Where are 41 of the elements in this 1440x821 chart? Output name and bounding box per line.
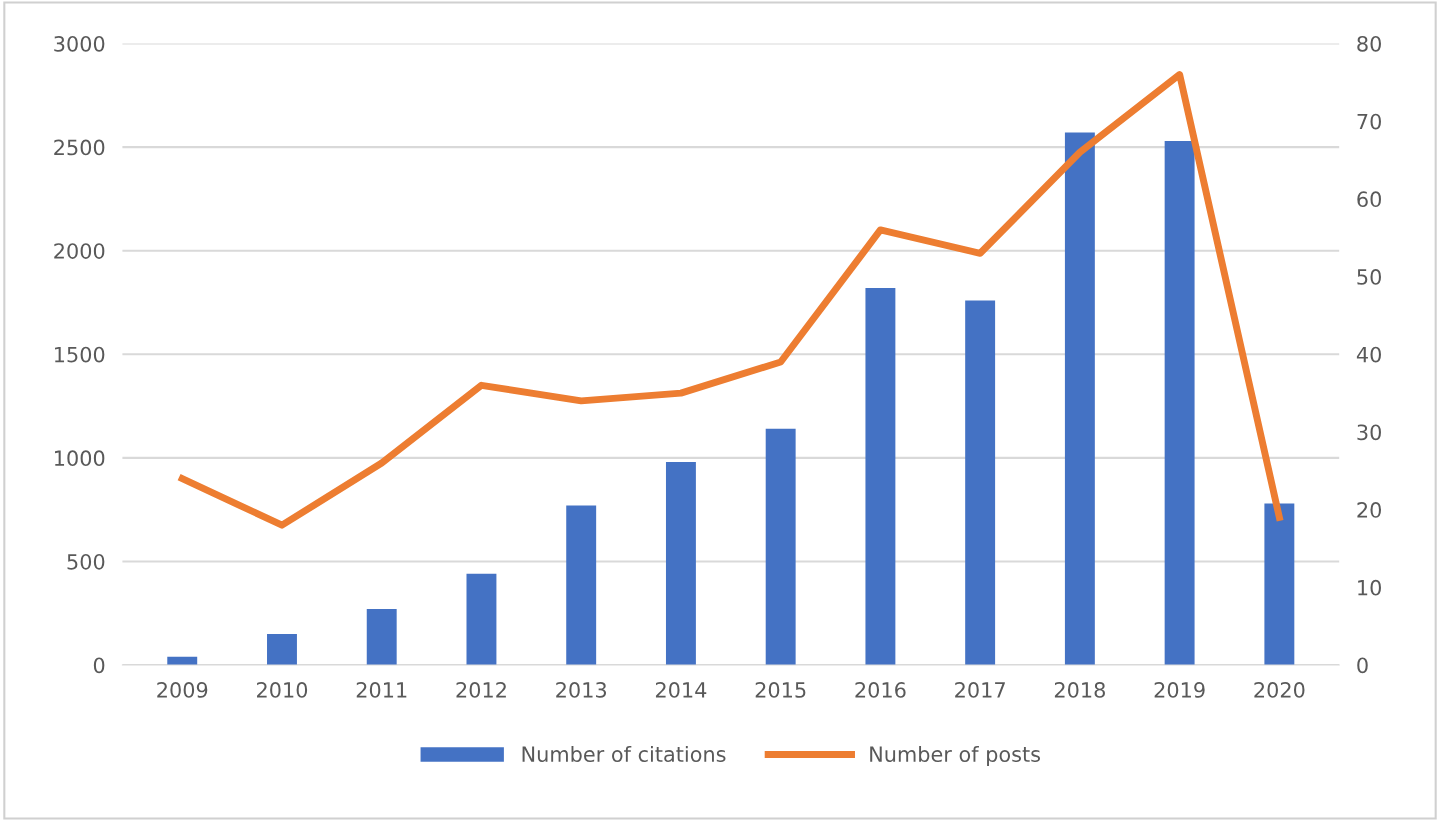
y2-tick-label: 40 bbox=[1356, 346, 1381, 363]
x-tick-label: 2020 bbox=[1254, 682, 1305, 698]
y2-tick-label: 50 bbox=[1357, 269, 1381, 285]
x-tick-label: 2010 bbox=[257, 682, 308, 698]
x-tick-label: 2012 bbox=[456, 682, 506, 698]
legend-label: Number of citations bbox=[522, 745, 726, 763]
y2-tick-label: 30 bbox=[1357, 424, 1381, 441]
y-tick-label: 1500 bbox=[55, 346, 105, 363]
y2-tick-label: 80 bbox=[1357, 35, 1381, 52]
bar bbox=[366, 609, 397, 666]
bar bbox=[267, 633, 297, 666]
bar bbox=[466, 573, 497, 666]
x-tick-label: 2014 bbox=[655, 682, 707, 698]
x-tick-label: 2016 bbox=[855, 682, 906, 698]
x-tick-label: 2019 bbox=[1154, 682, 1205, 698]
y-tick-label: 2500 bbox=[54, 139, 105, 156]
x-tick-label: 2009 bbox=[157, 682, 208, 698]
bar bbox=[865, 287, 896, 666]
x-tick-label: 2017 bbox=[955, 682, 1005, 698]
y2-tick-label: 60 bbox=[1357, 191, 1381, 208]
x-tick-label: 2018 bbox=[1054, 682, 1105, 698]
bar bbox=[1164, 140, 1195, 666]
y-tick-label: 0 bbox=[93, 657, 105, 674]
bar bbox=[965, 300, 996, 666]
y2-tick-label: 70 bbox=[1357, 113, 1381, 130]
y2-tick-label: 0 bbox=[1357, 657, 1368, 674]
y-tick-label: 500 bbox=[67, 553, 105, 570]
x-tick-label: 2011 bbox=[356, 682, 407, 698]
y-tick-label: 2000 bbox=[54, 243, 105, 259]
bar bbox=[1064, 132, 1095, 666]
bar bbox=[1264, 503, 1295, 666]
y-tick-label: 1000 bbox=[55, 450, 105, 467]
legend-label: Number of posts bbox=[870, 745, 1041, 767]
x-tick-label: 2015 bbox=[755, 682, 806, 698]
y-tick-label: 3000 bbox=[54, 35, 105, 52]
bar bbox=[566, 505, 597, 666]
y2-tick-label: 10 bbox=[1358, 579, 1381, 596]
y2-tick-label: 20 bbox=[1357, 502, 1381, 518]
bar bbox=[765, 428, 796, 666]
x-tick-label: 2013 bbox=[556, 682, 607, 698]
bar bbox=[665, 461, 696, 666]
